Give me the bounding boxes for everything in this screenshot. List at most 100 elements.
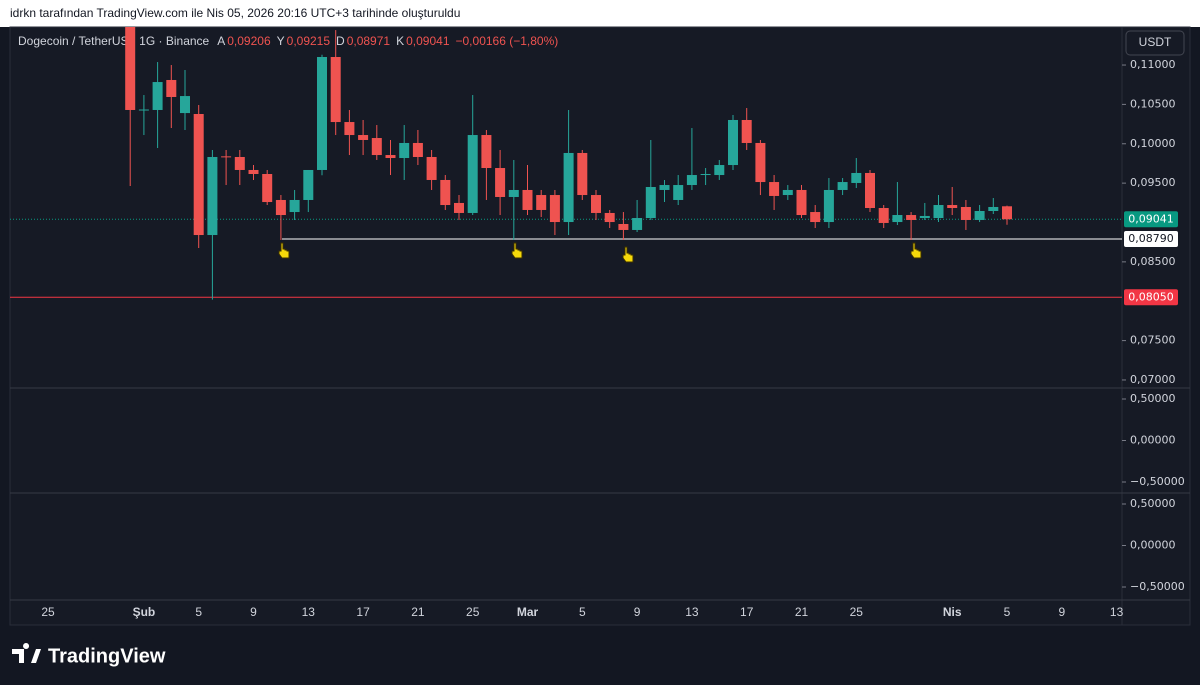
candle-body [481,135,492,169]
candle-body [166,79,177,97]
caption: idrkn tarafından TradingView.com ile Nis… [10,6,460,20]
x-tick-label: 9 [634,605,641,619]
level-tag [1124,289,1178,306]
candle-body [728,119,738,166]
candle-body [549,195,560,223]
symbol: Dogecoin / TetherUS · 1G · Binance [18,34,210,48]
x-tick-label: 13 [1110,605,1124,619]
candle-body [851,172,862,183]
candle-body [741,119,752,143]
candle-body [796,189,807,216]
legend-key: D [336,34,345,48]
candle-body [591,195,601,213]
candle-body [686,175,697,186]
legend: Dogecoin / TetherUS · 1G · Binance A 0,092… [18,34,558,48]
logo-mark [12,643,41,663]
candle-body [700,173,711,176]
candle-body [344,122,355,136]
hand-marker [622,246,634,263]
candle-body [906,215,917,220]
y-tick-label: −0,50000 [1130,475,1185,488]
candle-body [563,152,574,223]
candle-body [823,189,834,223]
candle-body [193,114,204,236]
y-tick-label: 0,11000 [1130,58,1176,71]
candle-body [892,215,903,223]
legend-value: 0,08971 [347,34,391,48]
x-tick-label: 25 [41,605,55,619]
candle-body [632,218,643,230]
candle-body [618,223,629,230]
x-tick-label: 13 [685,605,699,619]
y-tick-label: 0,00000 [1130,539,1176,552]
candle-body [769,182,780,196]
candle-body [125,27,136,110]
y-tick-label: 0,07500 [1130,334,1176,347]
y-tick-label: 0,50000 [1130,497,1176,510]
currency-button[interactable] [1125,30,1185,56]
candle-body [755,142,766,183]
legend-value: 0,09041 [406,34,450,48]
candle-body [358,135,369,140]
x-tick-label: 25 [466,605,480,619]
candle-body [878,208,889,223]
y-tick-label: 0,50000 [1130,392,1176,405]
candle-body [234,156,245,170]
x-tick-label: Nis [943,605,962,619]
candle-body [248,169,259,174]
candle-body [1002,206,1012,220]
candle-body [207,156,218,236]
currency[interactable]: USDT [1139,35,1172,49]
last-price-tag [1124,211,1178,228]
candle-body [289,199,300,213]
candle-body [180,96,190,114]
candle-body [659,185,670,190]
legend-key: Y [277,34,285,48]
candle-body [974,211,985,220]
candle-body [919,215,930,219]
candle-body [385,155,396,159]
hand-markers [278,242,922,263]
header-bar [0,0,1200,27]
candle-body [330,56,341,123]
x-tick-label: 5 [195,605,202,619]
candle-body [275,199,286,216]
candle-body [645,186,656,219]
candle-body [782,189,793,196]
chart-frame [9,26,1191,626]
brand-logo: TradingView [12,643,166,667]
candle-body [960,206,971,220]
x-tick-label: 5 [1004,605,1011,619]
last-price-label: 0,09041 [1128,212,1174,225]
candle-body [221,156,232,158]
x-tick-label: 9 [1058,605,1065,619]
level-tag [1124,231,1178,248]
main-pane [10,27,1122,300]
legend-key: K [396,34,404,48]
hand-marker [511,242,523,259]
candle-body [138,109,149,111]
candle-body [152,82,163,110]
hand-marker [278,242,290,259]
candle-body [303,169,314,200]
y-tick-label: 0,10000 [1130,137,1176,150]
level-label: 0,08050 [1128,290,1174,303]
candle-body [714,165,725,176]
candle-body [522,189,533,210]
candle-body [371,138,382,156]
x-tick-label: 5 [579,605,586,619]
x-tick-label: 17 [356,605,370,619]
candle-body [467,135,478,213]
y-tick-label: 0,07000 [1130,373,1176,386]
x-tick-label: 13 [302,605,316,619]
legend-value: 0,09206 [227,34,271,48]
candle-body [317,56,327,170]
legend-value: 0,09215 [287,34,331,48]
x-tick-label: 9 [250,605,257,619]
candle-body [810,212,821,223]
candle-body [604,212,615,223]
x-tick-label: Mar [517,605,539,619]
legend-change: −0,00166 (−1,80%) [456,34,559,48]
candle-body [440,179,451,206]
candle-body [262,173,273,203]
